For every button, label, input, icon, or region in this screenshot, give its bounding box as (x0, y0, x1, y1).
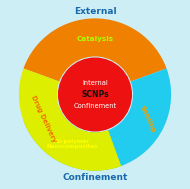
Text: Sensing: Sensing (138, 104, 156, 133)
Text: Catalysis: Catalysis (76, 36, 114, 42)
Wedge shape (19, 68, 121, 171)
Text: Confinement: Confinement (62, 173, 128, 182)
Text: All-polymer
Nanocomposites: All-polymer Nanocomposites (46, 139, 97, 149)
Text: Internal: Internal (82, 80, 108, 86)
Text: SCNPs: SCNPs (81, 90, 109, 99)
Circle shape (9, 9, 181, 180)
Text: External: External (74, 7, 116, 16)
Wedge shape (24, 18, 166, 81)
Text: Confinement: Confinement (74, 103, 116, 109)
Circle shape (59, 58, 131, 131)
Text: Drug Delivery: Drug Delivery (29, 94, 57, 143)
Wedge shape (24, 108, 121, 171)
Wedge shape (108, 68, 171, 166)
